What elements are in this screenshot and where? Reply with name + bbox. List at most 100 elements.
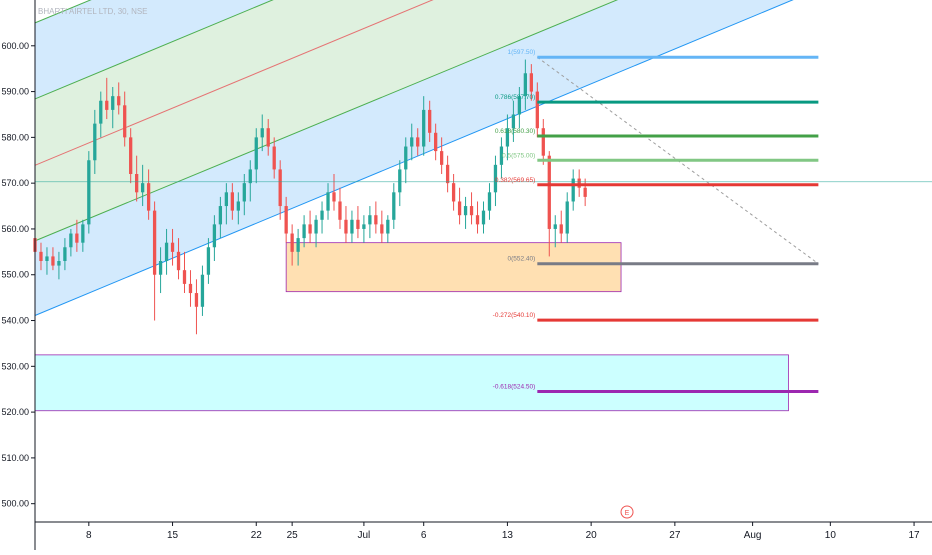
candle [386,215,390,243]
candle [218,196,223,239]
candle [57,251,61,280]
candle [260,114,264,152]
candle [320,201,324,234]
candle-body [266,128,270,147]
candle [451,174,456,211]
candle-body [75,233,79,243]
candle [583,178,587,207]
candle [362,215,366,243]
candle [326,183,330,220]
candle-body [583,187,587,197]
candle [499,137,504,179]
candle-body [565,201,569,234]
candle [553,215,557,248]
candle [445,155,450,193]
candle-body [93,123,97,161]
candle-body [296,238,300,252]
candle-body [547,155,551,229]
candle [380,210,384,243]
candle-body [81,224,85,243]
candle-body [212,224,217,248]
candle-body [99,100,103,124]
candle-body [308,224,312,234]
candle [511,100,516,142]
candle-body [164,242,169,261]
candle [236,192,240,225]
candle [75,219,79,252]
event-marker-label: E [625,510,630,517]
candle [338,187,342,229]
x-axis-tick-label: 17 [908,530,920,541]
fib-level-label: 0.382(569.65) [495,177,535,184]
candle [117,82,121,115]
candle [278,160,282,220]
y-axis-tick-label: 510.00 [1,453,29,463]
candle [404,137,408,184]
candle-body [559,224,563,234]
candle-body [314,219,318,234]
x-axis-tick-label: 10 [825,530,837,541]
candle-body [416,137,420,147]
candle-body [290,233,294,252]
candle [194,279,199,335]
candle-body [284,206,288,234]
candle [200,265,205,316]
candle [398,160,402,207]
candle-body [87,160,91,225]
y-axis-tick-label: 570.00 [1,178,29,188]
candle [158,247,163,294]
candle [463,196,468,229]
y-axis-tick-label: 520.00 [1,407,29,417]
x-axis-tick-label: 27 [669,530,681,541]
candle [99,91,103,138]
candle [559,210,563,243]
candle [135,155,139,202]
candle-body [242,183,246,202]
candle-body [218,206,223,225]
candle [140,164,145,207]
candle-body [51,256,55,266]
candle [356,206,360,239]
candle-body [362,224,366,229]
candle-body [445,164,450,184]
fib-level-label: 0.786(587.70) [495,94,535,101]
fib-level-label: 1(597.50) [507,49,535,56]
candle [123,91,127,147]
candle [547,151,551,257]
candle-body [404,146,408,170]
candle-body [505,128,510,147]
candle-body [224,192,229,207]
candle-body [517,96,522,115]
candle-body [523,73,528,97]
candle-body [135,174,139,193]
candle [266,119,270,156]
candle [254,128,258,184]
candle-body [57,261,61,266]
candle [69,228,73,257]
candle [368,206,372,239]
candle [39,242,43,271]
candle-body [451,183,456,202]
candle [272,137,276,179]
y-axis-tick-label: 590.00 [1,87,29,97]
candle-body [63,247,67,261]
candle [176,238,181,280]
channel-band-upper [35,0,433,166]
candle [577,169,581,197]
channel-median-line [34,0,434,166]
candle-body [140,183,145,193]
candle-body [350,219,354,234]
candle [93,109,97,174]
candle [290,224,294,266]
candle-body [434,132,438,152]
candle-body [158,261,163,275]
candle [314,215,318,248]
candle-body [206,247,211,275]
candle-body [39,251,43,261]
candle-body [129,137,133,174]
x-axis-tick-label: 20 [586,530,598,541]
candle-body [571,178,575,202]
candle [129,128,133,184]
